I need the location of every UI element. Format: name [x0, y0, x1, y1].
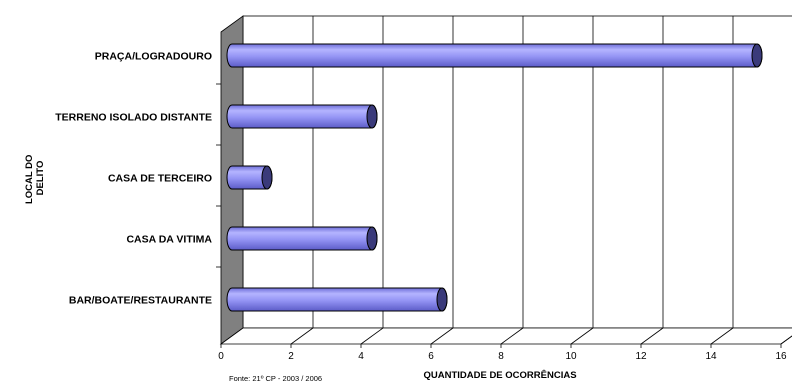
bar-cap	[436, 287, 448, 312]
bars	[226, 43, 763, 312]
x-tick-label: 16	[775, 351, 787, 362]
floor-gridline	[780, 335, 792, 345]
category-label: BAR/BOATE/RESTAURANTE	[69, 295, 212, 307]
floor-gridline	[640, 327, 664, 345]
bar-cap	[366, 104, 378, 129]
category-labels: PRAÇA/LOGRADOURO TERRENO ISOLADO DISTANTE…	[55, 51, 212, 307]
bar-body	[226, 43, 763, 68]
floor-gridline	[430, 327, 454, 345]
source-note: Fonte: 21º CP - 2003 / 2006	[229, 374, 322, 382]
floor-gridline	[500, 327, 524, 345]
floor-gridline	[360, 327, 384, 345]
floor-gridline	[710, 327, 734, 345]
back-wall	[242, 15, 792, 329]
category-label: PRAÇA/LOGRADOURO	[95, 51, 212, 63]
x-tick-label: 2	[288, 351, 294, 362]
bar	[226, 104, 378, 129]
bar-body	[226, 287, 448, 312]
x-tick-label: 0	[218, 351, 224, 362]
x-tick-label: 14	[705, 351, 717, 362]
y-axis-title: LOCAL DO DELITO	[24, 152, 46, 204]
plot-area	[216, 15, 792, 348]
bar-cap	[366, 226, 378, 251]
x-axis-title: QUANTIDADE DE OCORRÊNCIAS	[423, 369, 576, 381]
bar	[226, 43, 763, 68]
floor	[219, 327, 792, 345]
category-label: CASA DE TERCEIRO	[108, 173, 212, 185]
bar	[226, 165, 273, 190]
x-tick-label: 4	[358, 351, 364, 362]
x-tick-label: 10	[565, 351, 577, 362]
bar-cap	[261, 165, 273, 190]
category-label: TERRENO ISOLADO DISTANTE	[55, 112, 212, 124]
x-tick-label: 8	[498, 351, 504, 362]
x-tick-labels: 0 2 4 6 8 10 12 14 16	[218, 351, 787, 362]
bar-body	[226, 104, 378, 129]
y-axis-title-line-1: LOCAL DO	[24, 155, 35, 204]
floor-gridline	[290, 327, 314, 345]
bar	[226, 226, 378, 251]
x-tick-label: 12	[635, 351, 647, 362]
bar	[226, 287, 448, 312]
y-axis-title-line-2: DELITO	[35, 161, 46, 196]
x-tick-label: 6	[428, 351, 434, 362]
bar-body	[226, 226, 378, 251]
bar-cap	[751, 43, 763, 68]
floor-gridline	[570, 327, 594, 345]
category-label: CASA DA VITIMA	[126, 234, 212, 246]
